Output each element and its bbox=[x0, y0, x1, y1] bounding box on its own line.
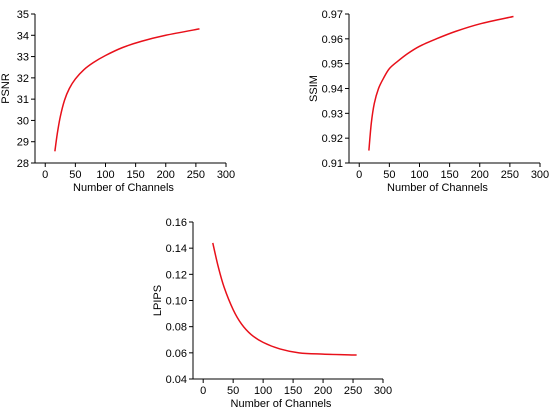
psnr-y-tick-label: 32 bbox=[17, 73, 29, 85]
lpips-x-tick-label: 300 bbox=[374, 385, 392, 397]
ssim-x-tick-label: 250 bbox=[501, 169, 519, 181]
lpips-chart: 0 50 100 150 200 250 300 0.04 0.06 0.08 0.10 0.12 0.… bbox=[152, 217, 392, 410]
lpips-x-axis-title: Number of Channels bbox=[231, 398, 332, 410]
lpips-x-tick-label: 100 bbox=[254, 385, 272, 397]
lpips-y-tick-label: 0.08 bbox=[166, 322, 187, 334]
ssim-series-line bbox=[368, 15, 514, 151]
ssim-chart: 0 50 100 150 200 250 300 0.91 0.92 0.93 0.94 0.95 0.… bbox=[308, 9, 549, 194]
ssim-x-tick-label: 150 bbox=[440, 169, 458, 181]
ssim-y-tick-label: 0.92 bbox=[322, 133, 343, 145]
ssim-x-tick-label: 200 bbox=[471, 169, 489, 181]
lpips-y-tick-label: 0.14 bbox=[166, 243, 187, 255]
psnr-x-axis-title: Number of Channels bbox=[73, 182, 174, 194]
psnr-y-tick-label: 29 bbox=[17, 137, 29, 149]
lpips-y-tick-label: 0.12 bbox=[166, 269, 187, 281]
ssim-y-tick-label: 0.96 bbox=[322, 34, 343, 46]
ssim-x-tick-label: 300 bbox=[531, 169, 549, 181]
ssim-y-axis-title: SSIM bbox=[308, 75, 320, 102]
lpips-series-line bbox=[212, 242, 357, 356]
ssim-x-tick-label: 0 bbox=[356, 169, 362, 181]
ssim-x-tick-label: 50 bbox=[383, 169, 395, 181]
lpips-y-axis-title: LPIPS bbox=[152, 285, 164, 316]
psnr-y-tick-label: 33 bbox=[17, 52, 29, 64]
psnr-x-tick-label: 0 bbox=[42, 169, 48, 181]
psnr-x-tick-label: 100 bbox=[96, 169, 114, 181]
lpips-x-tick-label: 0 bbox=[200, 385, 206, 397]
psnr-x-tick-label: 200 bbox=[157, 169, 175, 181]
psnr-chart: 0 50 100 150 200 250 300 28 29 30 31 32 33 34 35 Number… bbox=[0, 9, 235, 194]
lpips-y-tick-label: 0.06 bbox=[166, 348, 187, 360]
psnr-x-tick-label: 250 bbox=[187, 169, 205, 181]
ssim-y-tick-label: 0.94 bbox=[322, 84, 343, 96]
psnr-x-tick-label: 50 bbox=[69, 169, 81, 181]
psnr-x-tick-label: 300 bbox=[217, 169, 235, 181]
ssim-y-tick-label: 0.91 bbox=[322, 158, 343, 170]
ssim-y-tick-label: 0.93 bbox=[322, 108, 343, 120]
ssim-x-tick-label: 100 bbox=[410, 169, 428, 181]
ssim-y-tick-label: 0.95 bbox=[322, 59, 343, 71]
lpips-x-tick-label: 50 bbox=[227, 385, 239, 397]
psnr-series-line bbox=[54, 28, 200, 152]
ssim-y-tick-label: 0.97 bbox=[322, 9, 343, 21]
lpips-y-tick-label: 0.16 bbox=[166, 217, 187, 229]
psnr-y-axis-title: PSNR bbox=[0, 73, 12, 104]
psnr-y-tick-label: 28 bbox=[17, 158, 29, 170]
psnr-y-tick-label: 35 bbox=[17, 9, 29, 21]
psnr-y-tick-label: 34 bbox=[17, 30, 29, 42]
psnr-x-tick-label: 150 bbox=[126, 169, 144, 181]
lpips-y-tick-label: 0.04 bbox=[166, 374, 187, 386]
ssim-x-axis-title: Number of Channels bbox=[387, 182, 488, 194]
lpips-y-tick-label: 0.10 bbox=[166, 296, 187, 308]
lpips-x-tick-label: 150 bbox=[284, 385, 302, 397]
lpips-x-tick-label: 250 bbox=[344, 385, 362, 397]
psnr-y-tick-label: 30 bbox=[17, 115, 29, 127]
psnr-y-tick-label: 31 bbox=[17, 94, 29, 106]
lpips-x-tick-label: 200 bbox=[314, 385, 332, 397]
